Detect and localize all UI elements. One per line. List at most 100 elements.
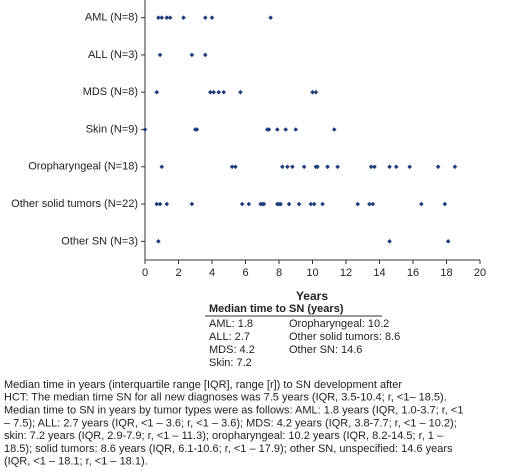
dot — [159, 164, 165, 170]
dot — [311, 201, 317, 207]
dot — [280, 164, 285, 170]
dot — [387, 239, 392, 244]
dot — [203, 52, 208, 58]
dot — [452, 164, 458, 170]
legend-item: ALL: 2.7 — [209, 331, 250, 343]
x-tick-label: 12 — [340, 267, 352, 279]
dot — [275, 127, 280, 132]
dot — [261, 201, 267, 207]
x-tick-label: 18 — [440, 267, 452, 279]
x-tick-label: 20 — [474, 267, 486, 279]
dot — [445, 239, 451, 244]
caption-line: 18.5); solid tumors: 8.6 years (IQR, 6.1… — [4, 443, 453, 455]
dot — [293, 127, 299, 132]
dot — [313, 89, 319, 95]
dot — [239, 201, 245, 207]
caption-line: Median time to SN in years by tumor type… — [4, 405, 463, 417]
dot — [189, 201, 195, 207]
dot — [189, 52, 195, 58]
caption-line: (IQR, <1 – 18.1; r, <1 – 18.1). — [4, 456, 148, 468]
dot — [154, 201, 160, 207]
dot — [142, 127, 148, 132]
legend-item: Other solid tumors: 8.6 — [289, 331, 400, 343]
x-axis-label: Years — [296, 289, 328, 303]
x-tick-label: 10 — [306, 267, 318, 279]
dot — [209, 15, 215, 20]
dot — [325, 164, 330, 170]
dot — [320, 201, 325, 207]
dot — [159, 15, 165, 20]
dot — [208, 89, 213, 95]
dot — [286, 201, 292, 207]
legend-title: Median time to SN (years) — [209, 303, 344, 315]
dot — [367, 201, 372, 207]
dot — [355, 201, 361, 207]
dot — [310, 89, 315, 95]
y-tick-label: Oropharyngeal (N=18) — [28, 161, 138, 173]
dot — [372, 164, 377, 170]
y-tick-label: Other solid tumors (N=22) — [11, 198, 138, 210]
dot — [335, 164, 340, 170]
legend-item: Skin: 7.2 — [209, 357, 252, 369]
dot — [266, 127, 272, 132]
dot — [216, 89, 221, 95]
y-tick-label: Other SN (N=3) — [61, 235, 138, 247]
dot — [435, 164, 441, 170]
dot — [156, 239, 161, 244]
legend-item: Other SN: 14.6 — [289, 344, 362, 356]
dot — [238, 89, 243, 95]
dot — [278, 201, 283, 207]
dot — [211, 89, 216, 95]
dot — [296, 201, 302, 207]
y-tick-label: Skin (N=9) — [86, 123, 138, 135]
dot — [203, 15, 208, 20]
caption-line: HCT: The median time SN for all new diag… — [4, 392, 447, 404]
dot — [308, 201, 314, 207]
dot — [167, 15, 173, 20]
dot — [154, 89, 160, 95]
caption-line: – 7.5); ALL: 2.7 years (IQR, <1 – 3.6; r… — [4, 417, 457, 429]
dot — [393, 164, 399, 170]
dot — [407, 164, 412, 170]
caption-line: Median time in years (interquartile rang… — [4, 379, 402, 391]
x-tick-label: 0 — [142, 267, 148, 279]
y-tick-label: MDS (N=8) — [83, 86, 138, 98]
y-tick-label: AML (N=8) — [85, 12, 138, 24]
dot — [301, 164, 307, 170]
y-tick-label: ALL (N=3) — [88, 49, 138, 61]
dot — [285, 164, 290, 170]
dot — [387, 164, 392, 170]
dot — [419, 201, 424, 207]
x-tick-label: 16 — [407, 267, 419, 279]
dot — [370, 201, 376, 207]
dot — [181, 15, 186, 20]
x-tick-label: 4 — [209, 267, 215, 279]
dot — [221, 89, 227, 95]
dot — [290, 164, 295, 170]
dot — [156, 15, 161, 20]
dot — [157, 52, 163, 58]
caption-line: skin: 7.2 years (IQR, 2.9-7.9; r, <1 – 1… — [4, 430, 444, 442]
dot — [246, 201, 252, 207]
dot — [233, 164, 238, 170]
dot — [283, 127, 288, 132]
dot — [268, 15, 273, 20]
dot — [194, 127, 200, 132]
dot — [157, 201, 163, 207]
legend-item: Oropharyngeal: 10.2 — [289, 318, 389, 330]
x-tick-label: 8 — [276, 267, 282, 279]
dot — [442, 201, 448, 207]
dot — [331, 127, 337, 132]
x-tick-label: 2 — [175, 267, 181, 279]
dot — [368, 164, 374, 170]
dot — [164, 15, 170, 20]
x-tick-label: 6 — [242, 267, 248, 279]
dot — [229, 164, 235, 170]
dot — [315, 164, 320, 170]
legend-item: AML: 1.8 — [209, 318, 253, 330]
x-tick-label: 14 — [373, 267, 385, 279]
dot — [164, 201, 170, 207]
legend-item: MDS: 4.2 — [209, 344, 255, 356]
